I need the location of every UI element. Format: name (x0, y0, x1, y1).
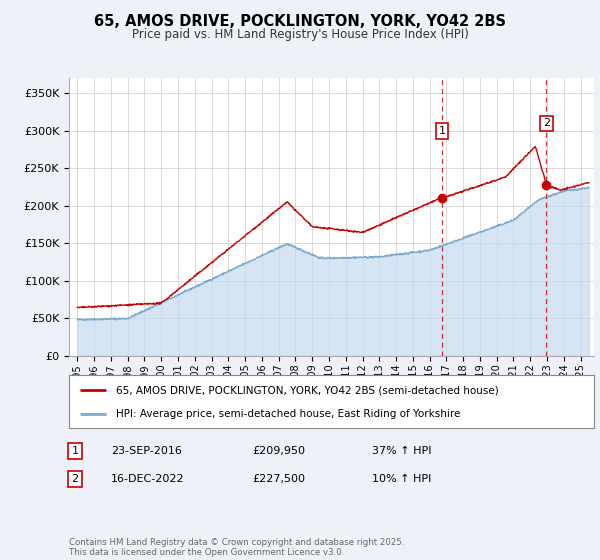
Text: 16-DEC-2022: 16-DEC-2022 (111, 474, 185, 484)
Text: 65, AMOS DRIVE, POCKLINGTON, YORK, YO42 2BS: 65, AMOS DRIVE, POCKLINGTON, YORK, YO42 … (94, 14, 506, 29)
Text: £209,950: £209,950 (252, 446, 305, 456)
Text: 2: 2 (543, 118, 550, 128)
Text: 37% ↑ HPI: 37% ↑ HPI (372, 446, 431, 456)
Text: 1: 1 (439, 126, 445, 136)
Text: 2: 2 (71, 474, 79, 484)
Text: 65, AMOS DRIVE, POCKLINGTON, YORK, YO42 2BS (semi-detached house): 65, AMOS DRIVE, POCKLINGTON, YORK, YO42 … (116, 385, 499, 395)
Text: 1: 1 (71, 446, 79, 456)
Text: 23-SEP-2016: 23-SEP-2016 (111, 446, 182, 456)
Text: £227,500: £227,500 (252, 474, 305, 484)
Text: 10% ↑ HPI: 10% ↑ HPI (372, 474, 431, 484)
Text: Contains HM Land Registry data © Crown copyright and database right 2025.
This d: Contains HM Land Registry data © Crown c… (69, 538, 404, 557)
Text: HPI: Average price, semi-detached house, East Riding of Yorkshire: HPI: Average price, semi-detached house,… (116, 408, 461, 418)
Text: Price paid vs. HM Land Registry's House Price Index (HPI): Price paid vs. HM Land Registry's House … (131, 28, 469, 41)
